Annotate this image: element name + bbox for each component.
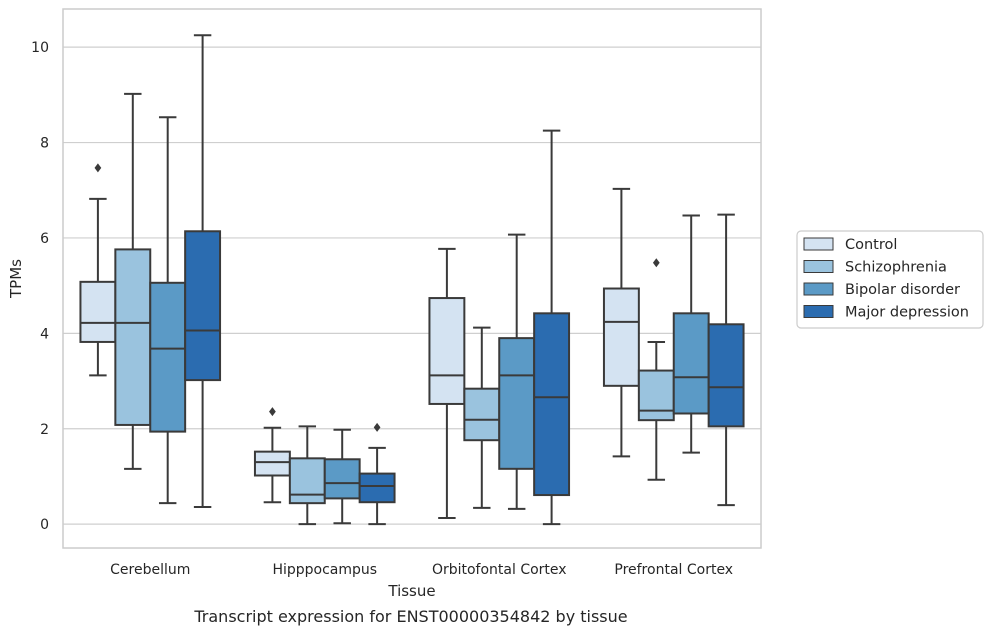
box-iqr bbox=[184, 230, 222, 382]
legend: Control Schizophrenia Bipolar disorder Majo… bbox=[796, 230, 984, 329]
x-tick-labels: Cerebellum Hipppocampus Orbitofontal Corte… bbox=[110, 562, 733, 578]
box-schizophrenia bbox=[114, 92, 152, 470]
legend-swatch bbox=[803, 260, 834, 273]
x-tick-label: Cerebellum bbox=[110, 562, 190, 578]
legend-label: Schizophrenia bbox=[845, 260, 947, 276]
box-iqr bbox=[463, 387, 501, 442]
box-schizophrenia bbox=[288, 425, 326, 526]
box-bipolar-disorder bbox=[672, 214, 710, 454]
plot-frame bbox=[62, 8, 762, 549]
y-tick-labels: 0 2 4 6 8 10 bbox=[31, 40, 49, 533]
legend-swatch bbox=[803, 305, 834, 318]
legend-swatch bbox=[803, 282, 834, 296]
y-tick-label: 0 bbox=[40, 517, 49, 533]
y-tick-label: 8 bbox=[40, 136, 49, 152]
box-iqr bbox=[114, 248, 152, 426]
box-iqr bbox=[288, 457, 326, 505]
y-tick-label: 4 bbox=[40, 326, 49, 342]
box-control bbox=[253, 407, 291, 504]
y-tick-label: 6 bbox=[40, 231, 49, 247]
y-axis-label: TPMs bbox=[7, 259, 25, 299]
chart-caption: Transcript expression for ENST0000035484… bbox=[193, 607, 627, 626]
box-bipolar-disorder bbox=[149, 116, 187, 505]
outlier-point bbox=[94, 163, 102, 173]
box-iqr bbox=[533, 312, 571, 497]
box-control bbox=[428, 247, 466, 519]
x-tick-label: Orbitofontal Cortex bbox=[432, 562, 567, 578]
x-tick-label: Hipppocampus bbox=[272, 562, 377, 578]
box-iqr bbox=[428, 297, 466, 405]
box-major-depression bbox=[707, 213, 745, 507]
box-iqr bbox=[637, 369, 675, 422]
box-iqr bbox=[707, 323, 745, 428]
legend-label: Control bbox=[845, 237, 897, 253]
y-tick-label: 10 bbox=[31, 40, 49, 56]
box-schizophrenia bbox=[463, 326, 501, 509]
box-major-depression bbox=[358, 422, 396, 526]
legend-label: Bipolar disorder bbox=[845, 282, 960, 298]
box-iqr bbox=[358, 472, 396, 504]
box-major-depression bbox=[184, 34, 222, 508]
outlier-point bbox=[373, 422, 381, 432]
box-schizophrenia bbox=[637, 258, 675, 481]
y-tick-label: 2 bbox=[40, 422, 49, 438]
box-control bbox=[79, 163, 117, 377]
box-major-depression bbox=[533, 129, 571, 526]
box-iqr bbox=[602, 287, 640, 387]
box-iqr bbox=[253, 450, 291, 477]
legend-label: Major depression bbox=[845, 305, 969, 321]
box-control bbox=[602, 187, 640, 458]
box-iqr bbox=[672, 312, 710, 415]
box-iqr bbox=[498, 337, 536, 470]
boxes bbox=[79, 34, 745, 526]
box-bipolar-disorder bbox=[498, 233, 536, 510]
box-iqr bbox=[149, 281, 187, 433]
box-bipolar-disorder bbox=[323, 428, 361, 525]
outlier-point bbox=[269, 407, 276, 417]
x-axis-label: Tissue bbox=[387, 582, 435, 600]
legend-swatch bbox=[803, 237, 834, 251]
box-iqr bbox=[79, 280, 117, 343]
x-tick-label: Prefrontal Cortex bbox=[614, 562, 733, 578]
legend-frame bbox=[796, 230, 984, 329]
box-iqr bbox=[323, 458, 361, 500]
outlier-point bbox=[652, 258, 660, 268]
